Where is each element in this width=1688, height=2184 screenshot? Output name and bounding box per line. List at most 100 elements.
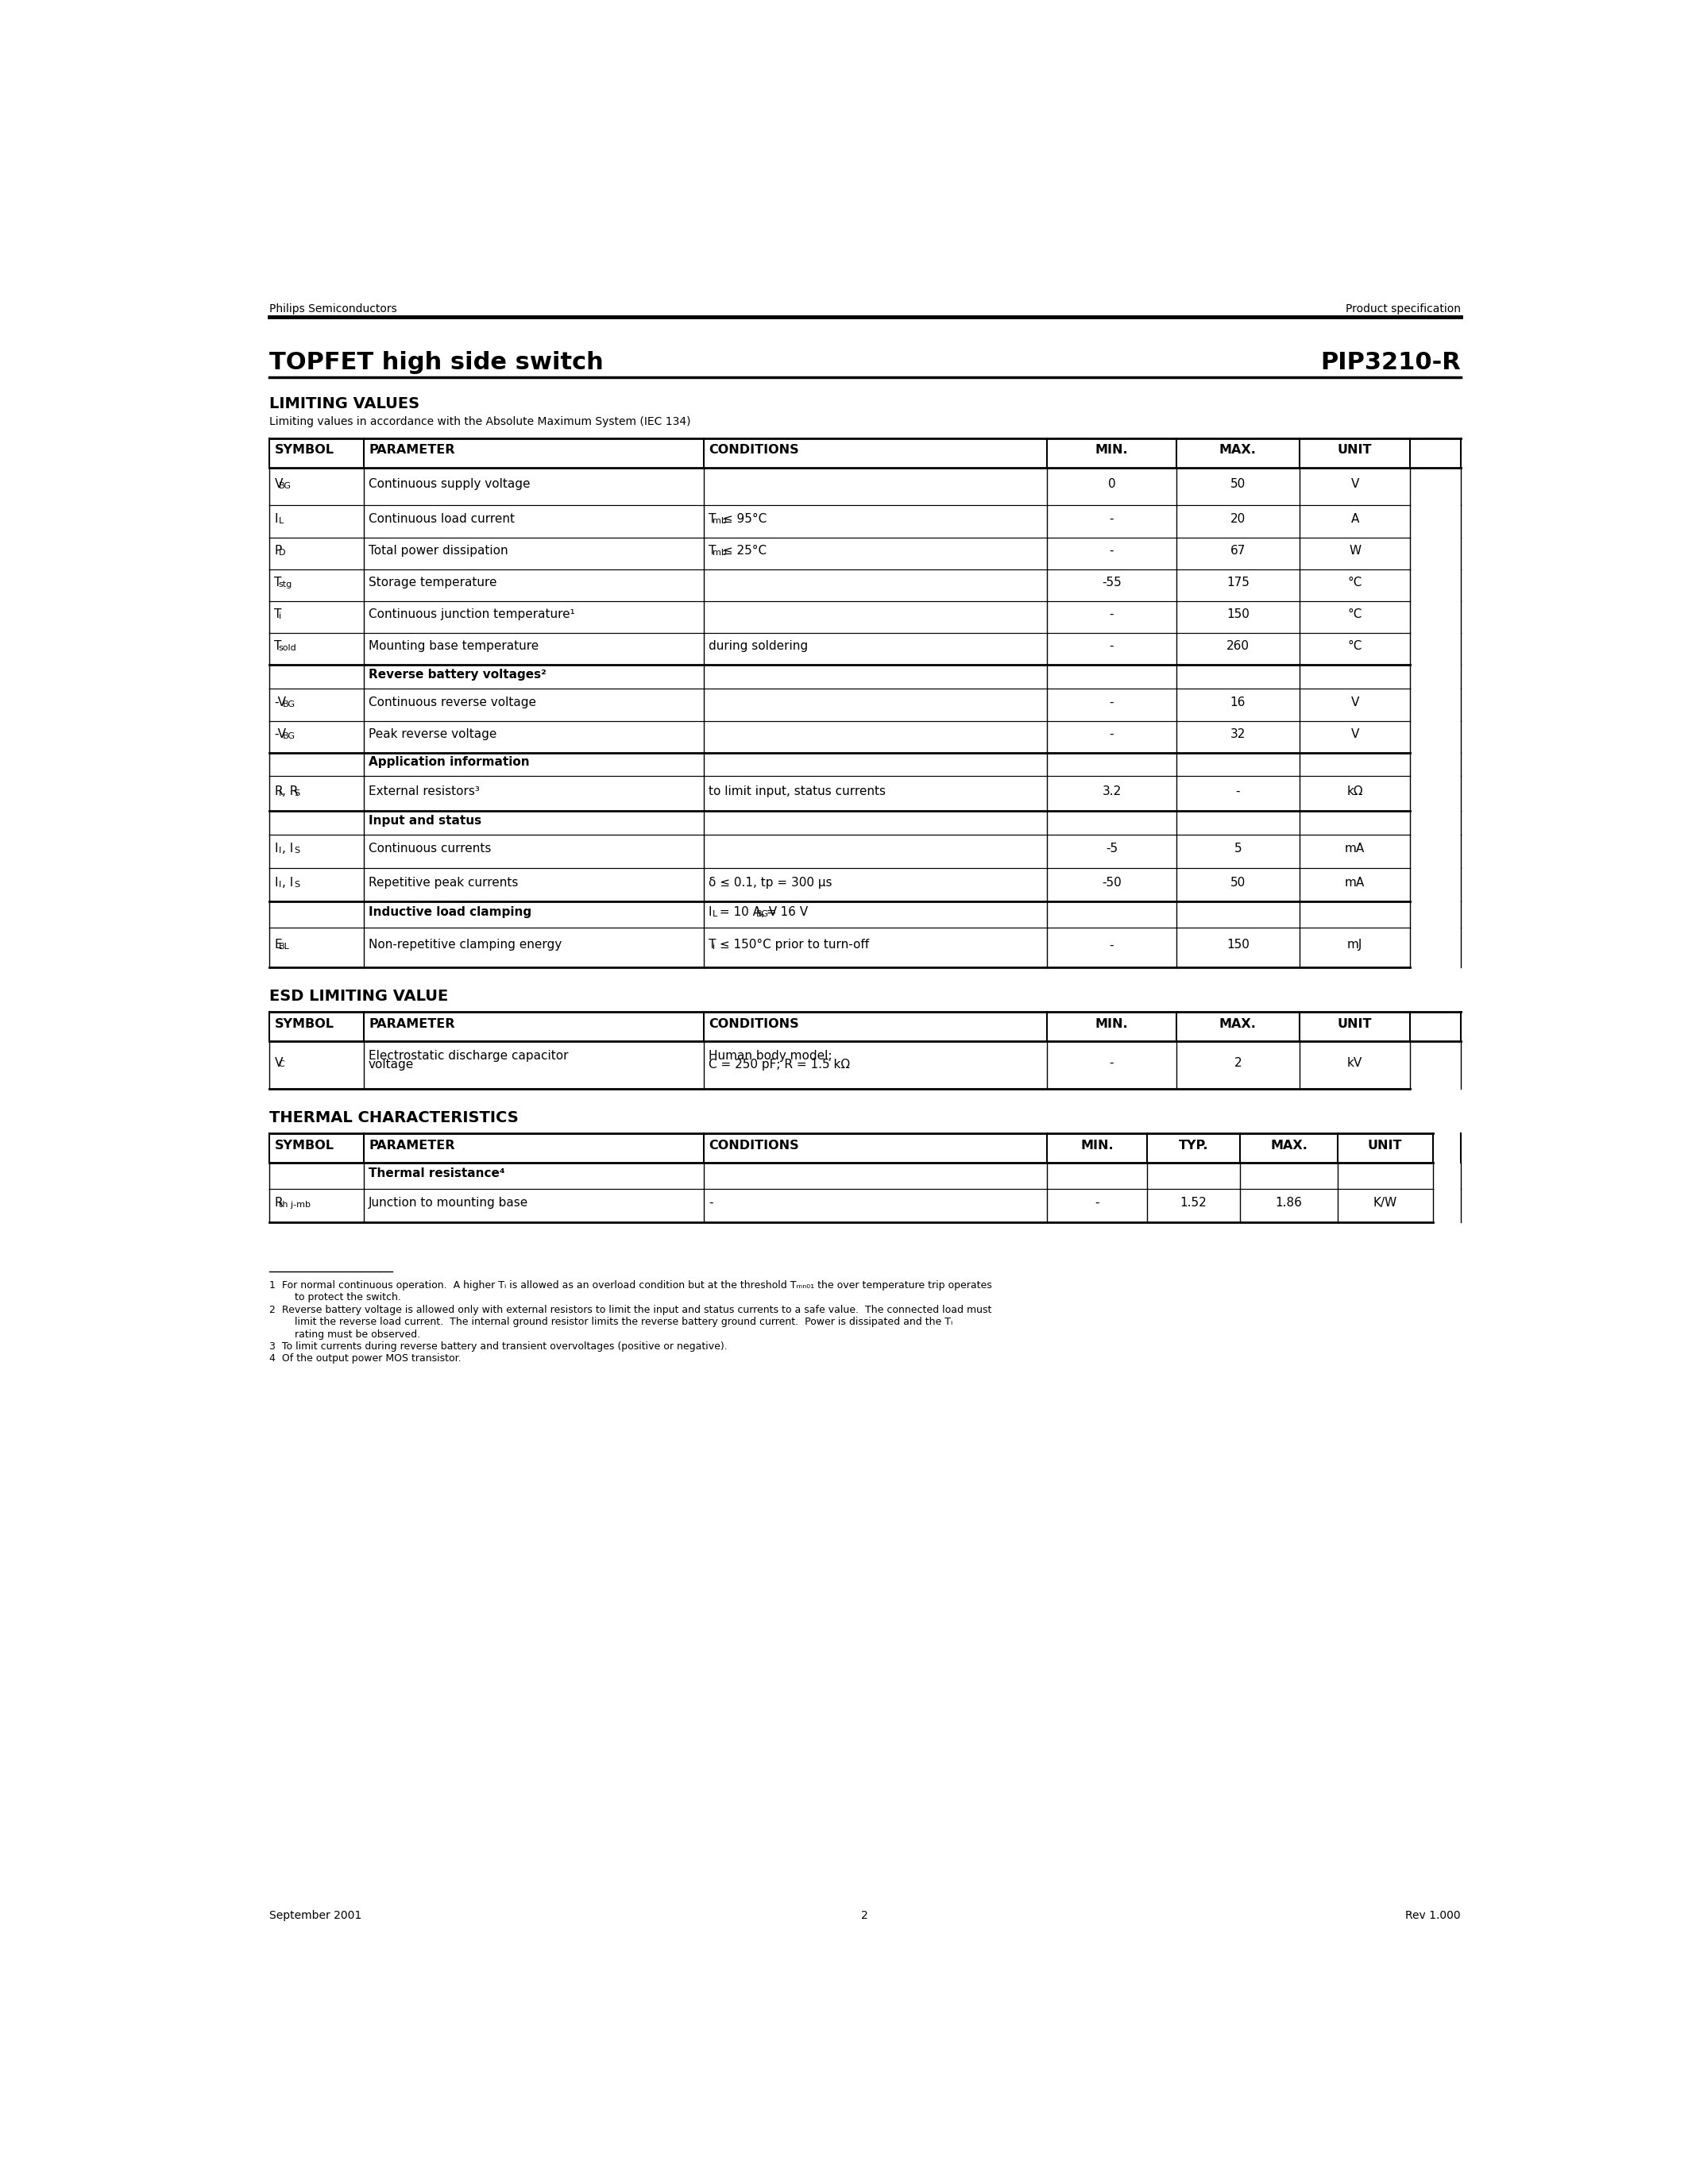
Text: -: - (1236, 786, 1241, 797)
Text: rating must be observed.: rating must be observed. (270, 1330, 420, 1339)
Text: I: I (275, 876, 279, 889)
Text: to limit input, status currents: to limit input, status currents (709, 786, 886, 797)
Text: Non-repetitive clamping energy: Non-repetitive clamping energy (368, 939, 562, 950)
Text: Limiting values in accordance with the Absolute Maximum System (IEC 134): Limiting values in accordance with the A… (270, 417, 690, 428)
Text: mb: mb (712, 548, 728, 557)
Text: 1.86: 1.86 (1276, 1197, 1303, 1210)
Text: th j-mb: th j-mb (279, 1201, 311, 1210)
Text: BG: BG (282, 701, 295, 708)
Text: 3  To limit currents during reverse battery and transient overvoltages (positive: 3 To limit currents during reverse batte… (270, 1341, 728, 1352)
Text: T: T (275, 609, 282, 620)
Text: BG: BG (279, 483, 292, 489)
Text: -: - (1109, 640, 1114, 653)
Text: W: W (1349, 544, 1361, 557)
Text: mA: mA (1345, 876, 1366, 889)
Text: D: D (279, 548, 285, 557)
Text: I: I (275, 513, 279, 524)
Text: i: i (279, 612, 280, 620)
Text: Input and status: Input and status (368, 815, 481, 826)
Text: PARAMETER: PARAMETER (368, 1018, 454, 1031)
Text: i: i (712, 943, 716, 950)
Text: Junction to mounting base: Junction to mounting base (368, 1197, 528, 1210)
Text: 150: 150 (1227, 609, 1249, 620)
Text: 260: 260 (1227, 640, 1249, 653)
Text: S: S (294, 880, 299, 889)
Text: sold: sold (279, 644, 297, 653)
Text: UNIT: UNIT (1367, 1140, 1403, 1151)
Text: 1  For normal continuous operation.  A higher Tᵢ is allowed as an overload condi: 1 For normal continuous operation. A hig… (270, 1280, 993, 1291)
Text: kΩ: kΩ (1347, 786, 1362, 797)
Text: -: - (1109, 544, 1114, 557)
Text: , I: , I (282, 876, 294, 889)
Text: voltage: voltage (368, 1059, 414, 1070)
Text: C = 250 pF; R = 1.5 kΩ: C = 250 pF; R = 1.5 kΩ (709, 1059, 851, 1070)
Text: V: V (275, 1057, 282, 1068)
Text: -: - (1109, 939, 1114, 950)
Text: I: I (279, 788, 282, 797)
Text: UNIT: UNIT (1337, 443, 1372, 456)
Text: 2  Reverse battery voltage is allowed only with external resistors to limit the : 2 Reverse battery voltage is allowed onl… (270, 1304, 993, 1315)
Text: A: A (1350, 513, 1359, 524)
Text: MAX.: MAX. (1271, 1140, 1308, 1151)
Text: V: V (1350, 478, 1359, 489)
Text: SYMBOL: SYMBOL (275, 443, 334, 456)
Text: T: T (275, 577, 282, 587)
Text: -: - (709, 1197, 712, 1210)
Text: R: R (275, 1197, 284, 1210)
Text: 3.2: 3.2 (1102, 786, 1121, 797)
Text: -5: -5 (1106, 843, 1117, 854)
Text: = 16 V: = 16 V (763, 906, 809, 917)
Text: THERMAL CHARACTERISTICS: THERMAL CHARACTERISTICS (270, 1109, 518, 1125)
Text: L: L (279, 518, 284, 524)
Text: Human body model;: Human body model; (709, 1051, 832, 1061)
Text: 1.52: 1.52 (1180, 1197, 1207, 1210)
Text: I: I (279, 847, 282, 854)
Text: -50: -50 (1102, 876, 1121, 889)
Text: 4  Of the output power MOS transistor.: 4 Of the output power MOS transistor. (270, 1354, 461, 1365)
Text: mA: mA (1345, 843, 1366, 854)
Text: -: - (1096, 1197, 1099, 1210)
Text: 2: 2 (861, 1911, 868, 1922)
Text: V: V (1350, 697, 1359, 708)
Text: 50: 50 (1231, 876, 1246, 889)
Text: -: - (1109, 727, 1114, 740)
Text: T: T (709, 939, 716, 950)
Text: T: T (709, 544, 716, 557)
Text: ESD LIMITING VALUE: ESD LIMITING VALUE (270, 989, 449, 1005)
Text: MIN.: MIN. (1096, 443, 1128, 456)
Text: UNIT: UNIT (1337, 1018, 1372, 1031)
Text: L: L (712, 911, 717, 917)
Text: SYMBOL: SYMBOL (275, 1140, 334, 1151)
Text: limit the reverse load current.  The internal ground resistor limits the reverse: limit the reverse load current. The inte… (270, 1317, 952, 1328)
Text: -: - (1109, 609, 1114, 620)
Text: mJ: mJ (1347, 939, 1362, 950)
Text: Rev 1.000: Rev 1.000 (1406, 1911, 1460, 1922)
Text: I: I (275, 843, 279, 854)
Text: Continuous load current: Continuous load current (368, 513, 515, 524)
Text: δ ≤ 0.1, tp = 300 μs: δ ≤ 0.1, tp = 300 μs (709, 876, 832, 889)
Text: Reverse battery voltages²: Reverse battery voltages² (368, 668, 547, 679)
Text: Total power dissipation: Total power dissipation (368, 544, 508, 557)
Text: V: V (275, 478, 282, 489)
Text: 16: 16 (1231, 697, 1246, 708)
Text: T: T (709, 513, 716, 524)
Text: 20: 20 (1231, 513, 1246, 524)
Text: V: V (1350, 727, 1359, 740)
Text: Application information: Application information (368, 756, 530, 769)
Text: 32: 32 (1231, 727, 1246, 740)
Text: PARAMETER: PARAMETER (368, 443, 454, 456)
Text: MIN.: MIN. (1080, 1140, 1114, 1151)
Text: , I: , I (282, 843, 294, 854)
Text: K/W: K/W (1372, 1197, 1398, 1210)
Text: 150: 150 (1227, 939, 1249, 950)
Text: ≤ 95°C: ≤ 95°C (719, 513, 766, 524)
Text: -V: -V (275, 697, 287, 708)
Text: Peak reverse voltage: Peak reverse voltage (368, 727, 496, 740)
Text: T: T (275, 640, 282, 653)
Text: Inductive load clamping: Inductive load clamping (368, 906, 532, 917)
Text: 5: 5 (1234, 843, 1242, 854)
Text: -: - (1109, 697, 1114, 708)
Text: SYMBOL: SYMBOL (275, 1018, 334, 1031)
Text: MAX.: MAX. (1219, 443, 1256, 456)
Text: C: C (279, 1061, 285, 1068)
